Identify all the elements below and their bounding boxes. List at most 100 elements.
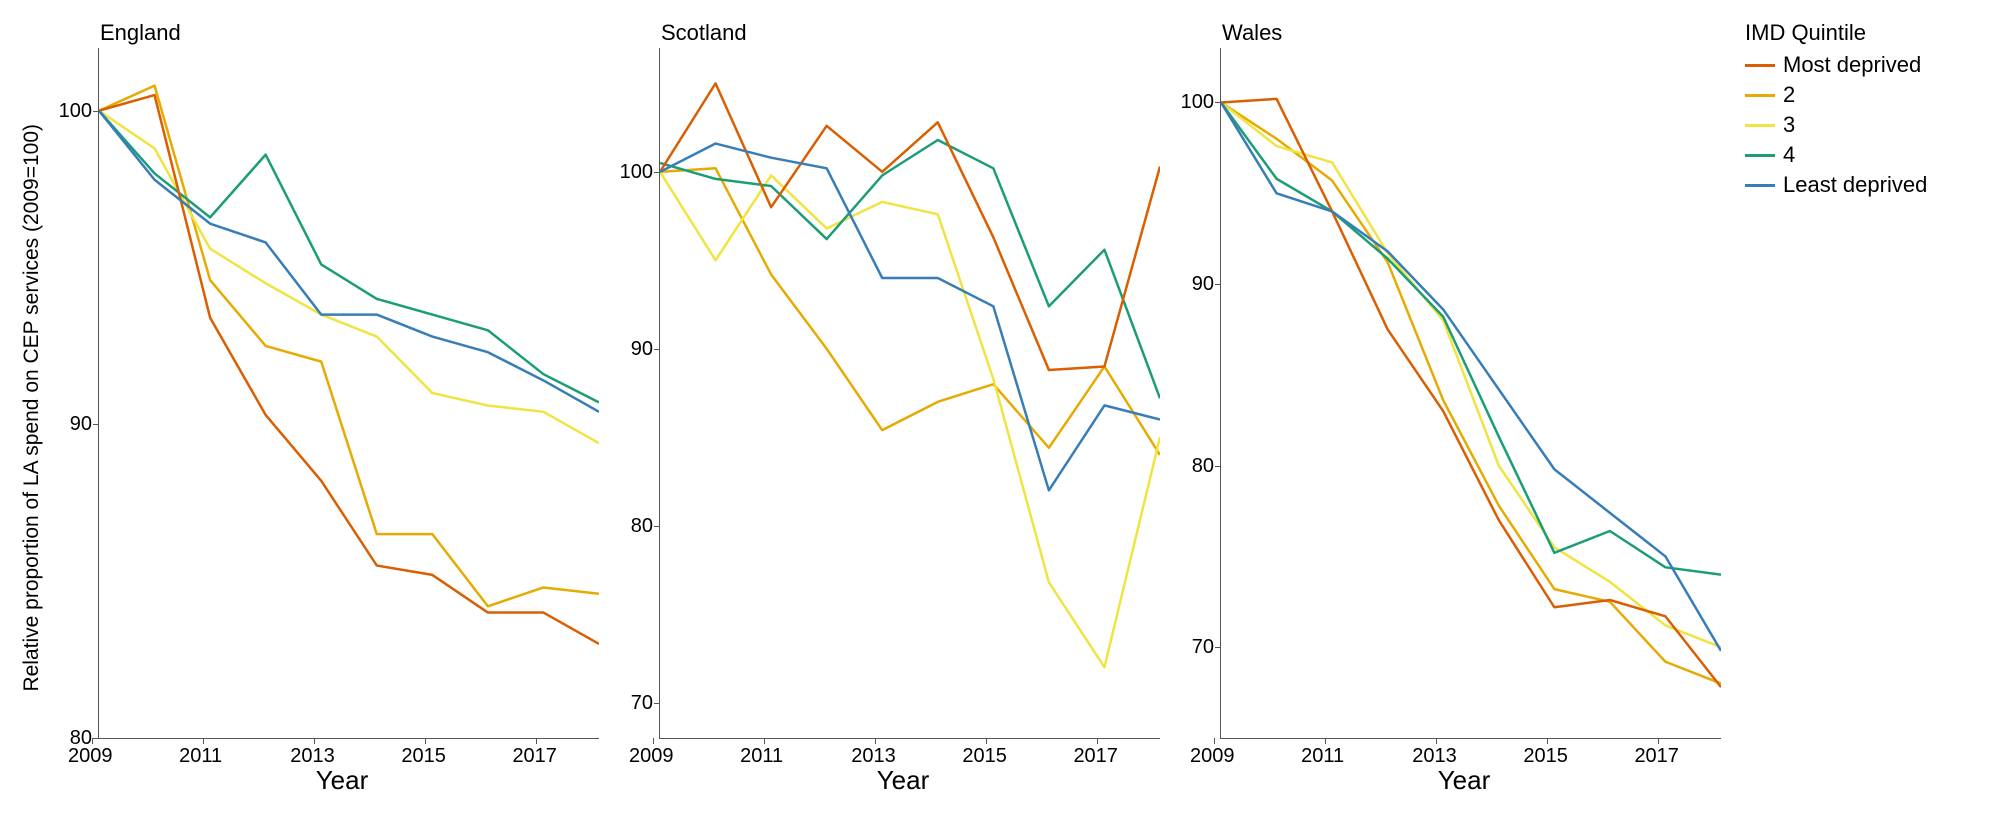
x-ticks: 20092011201320152017	[1214, 739, 1714, 765]
series-line	[660, 168, 1160, 455]
x-axis-label: Year	[316, 765, 369, 796]
y-tick-label: 90	[631, 339, 653, 359]
x-axis-label-row: Year	[1214, 765, 1714, 796]
x-tick-mark	[1097, 738, 1098, 744]
plot-area	[98, 48, 599, 739]
legend-item: 3	[1745, 112, 1927, 138]
legend-label: Most deprived	[1783, 52, 1921, 78]
y-tick-mark	[654, 703, 660, 704]
series-line	[1221, 102, 1721, 574]
x-tick-label: 2013	[1412, 745, 1457, 768]
y-tick-mark	[654, 526, 660, 527]
y-tick-label: 80	[1192, 456, 1214, 476]
x-tick-mark	[425, 738, 426, 744]
y-tick-mark	[1215, 647, 1221, 648]
legend: IMD Quintile Most deprived234Least depri…	[1745, 20, 1927, 202]
y-tick-label: 100	[620, 162, 653, 182]
y-tick-mark	[1215, 466, 1221, 467]
panels-and-legend: England809010020092011201320152017YearSc…	[50, 20, 1927, 796]
x-tick-label: 2009	[1190, 745, 1235, 768]
legend-swatch	[1745, 184, 1775, 187]
x-tick-mark	[1214, 738, 1215, 744]
x-tick-mark	[653, 738, 654, 744]
x-tick-label: 2009	[629, 745, 674, 768]
x-tick-mark	[1547, 738, 1548, 744]
x-tick-label: 2017	[512, 745, 557, 768]
y-ticks: 8090100	[50, 48, 98, 738]
panels-area: England809010020092011201320152017YearSc…	[50, 20, 1721, 796]
panel-body: 70 80 90 100	[611, 48, 1160, 739]
legend-label: 3	[1783, 112, 1795, 138]
legend-item: 4	[1745, 142, 1927, 168]
legend-label: 2	[1783, 82, 1795, 108]
x-tick-label: 2013	[290, 745, 335, 768]
panel-title: Scotland	[661, 20, 1160, 46]
y-ticks: 70 80 90 100	[1172, 48, 1220, 738]
panel-title: England	[100, 20, 599, 46]
series-line	[99, 86, 599, 607]
y-ticks: 70 80 90 100	[611, 48, 659, 738]
y-tick-label: 100	[1181, 92, 1214, 112]
panel-title: Wales	[1222, 20, 1721, 46]
panel-body: 8090100	[50, 48, 599, 739]
legend-swatch	[1745, 64, 1775, 67]
x-tick-label: 2011	[179, 745, 222, 768]
x-tick-label: 2015	[401, 745, 446, 768]
legend-swatch	[1745, 94, 1775, 97]
series-line	[660, 140, 1160, 398]
x-axis-label: Year	[877, 765, 930, 796]
x-tick-mark	[203, 738, 204, 744]
x-tick-label: 2011	[740, 745, 783, 768]
legend-swatch	[1745, 154, 1775, 157]
panel: England809010020092011201320152017Year	[50, 20, 599, 796]
y-axis-label: Relative proportion of LA spend on CEP s…	[20, 124, 44, 692]
y-tick-mark	[1215, 102, 1221, 103]
x-tick-label: 2017	[1634, 745, 1679, 768]
x-tick-label: 2011	[1301, 745, 1344, 768]
x-tick-mark	[536, 738, 537, 744]
x-tick-mark	[92, 738, 93, 744]
chart-container: Relative proportion of LA spend on CEP s…	[0, 0, 2008, 816]
series-line	[660, 144, 1160, 491]
legend-item: Most deprived	[1745, 52, 1927, 78]
legend-label: 4	[1783, 142, 1795, 168]
y-tick-label: 80	[631, 516, 653, 536]
x-tick-label: 2015	[1523, 745, 1568, 768]
plot-svg	[660, 48, 1160, 738]
series-line	[660, 83, 1160, 370]
x-ticks: 20092011201320152017	[92, 739, 592, 765]
legend-item: Least deprived	[1745, 172, 1927, 198]
plot-area	[659, 48, 1160, 739]
legend-swatch	[1745, 124, 1775, 127]
panel-body: 70 80 90 100	[1172, 48, 1721, 739]
x-ticks: 20092011201320152017	[653, 739, 1153, 765]
plot-svg	[99, 48, 599, 738]
legend-label: Least deprived	[1783, 172, 1927, 198]
y-tick-mark	[1215, 284, 1221, 285]
y-tick-label: 70	[1192, 637, 1214, 657]
y-tick-label: 90	[70, 414, 92, 434]
y-tick-mark	[93, 424, 99, 425]
x-axis-label-row: Year	[92, 765, 592, 796]
x-tick-mark	[1658, 738, 1659, 744]
y-tick-mark	[93, 111, 99, 112]
plot-area	[1220, 48, 1721, 739]
x-tick-mark	[1325, 738, 1326, 744]
y-tick-label: 90	[1192, 274, 1214, 294]
y-tick-mark	[654, 349, 660, 350]
x-tick-label: 2009	[68, 745, 113, 768]
x-tick-mark	[986, 738, 987, 744]
plot-svg	[1221, 48, 1721, 738]
x-tick-mark	[1436, 738, 1437, 744]
x-tick-mark	[314, 738, 315, 744]
y-tick-label: 70	[631, 693, 653, 713]
panel: Wales 70 80 90 100 2009 2011 2013 2015 2017Year	[1172, 20, 1721, 796]
x-tick-label: 2015	[962, 745, 1007, 768]
y-tick-label: 100	[59, 101, 92, 121]
series-line	[99, 111, 599, 443]
x-tick-mark	[764, 738, 765, 744]
series-line	[660, 172, 1160, 667]
x-axis-label-row: Year	[653, 765, 1153, 796]
legend-items: Most deprived 2 3 4 Least deprived	[1745, 52, 1927, 198]
legend-item: 2	[1745, 82, 1927, 108]
